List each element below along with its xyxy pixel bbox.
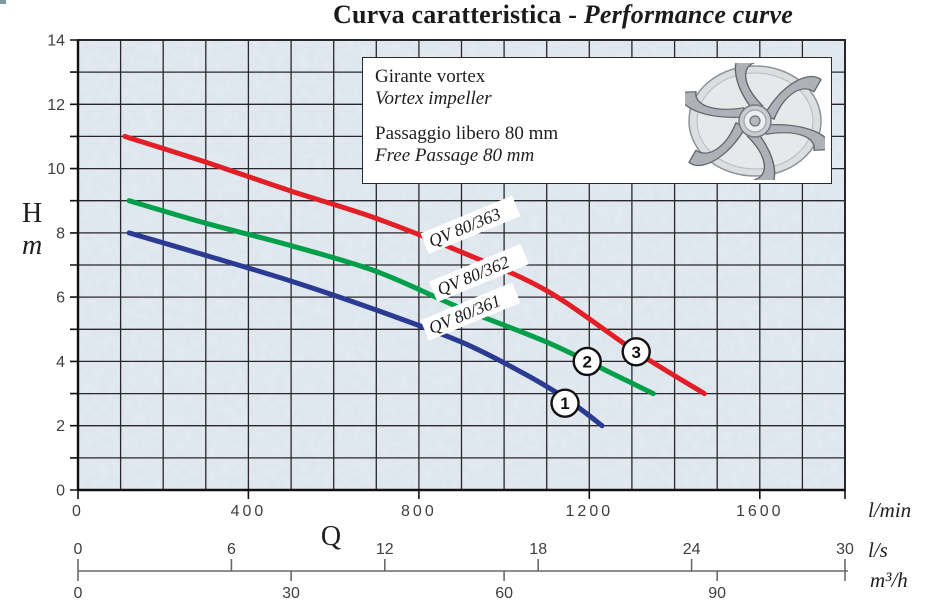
curve-label-chip (420, 282, 521, 341)
x-tick-label-ls: 6 (227, 541, 236, 558)
info-line-girante: Girante vortex (375, 66, 486, 87)
page-title-italic: Performance curve (583, 0, 793, 29)
point-marker-number-1: 1 (560, 394, 569, 413)
point-marker-circle-3 (621, 337, 651, 367)
x-tick-label-lmin: 400 (231, 503, 267, 520)
x-tick-label-m3h: 60 (495, 585, 513, 600)
x-tick-label-lmin: 0 (72, 503, 84, 520)
x-tick-label-ls: 12 (376, 541, 394, 558)
x-tick-label-lmin: 800 (401, 503, 437, 520)
point-marker-circle-1 (550, 388, 580, 418)
x-axis-label-Q: Q (321, 521, 341, 552)
x-unit-ls: l/s (868, 538, 888, 562)
info-line-free-passage: Free Passage 80 mm (375, 145, 535, 166)
corner-artifact (0, 0, 6, 4)
impeller-info-box: Girante vortex Vortex impeller Passaggio… (362, 57, 832, 184)
curve-label-chip (429, 243, 529, 303)
x-tick-label-m3h: 30 (282, 585, 300, 600)
info-line-passaggio: Passaggio libero 80 mm (375, 123, 559, 144)
y-axis-ticks (70, 39, 78, 491)
info-line-vortex-impeller: Vortex impeller (375, 88, 492, 109)
y-tick-label: 6 (56, 290, 65, 307)
x-tick-label-m3h: 0 (74, 585, 83, 600)
y-tick-label: 14 (47, 33, 65, 50)
y-tick-label: 4 (56, 354, 65, 371)
y-tick-label: 2 (56, 418, 65, 435)
vortex-impeller-image (685, 63, 825, 180)
y-tick-label: 10 (47, 161, 65, 178)
y-tick-label: 12 (47, 97, 65, 114)
x-unit-m3h: m³/h (870, 568, 908, 592)
info-text: Girante vortex Vortex impeller Passaggio… (375, 66, 558, 167)
page-title-regular: Curva caratteristica - (333, 0, 584, 29)
x-tick-label-m3h: 90 (708, 585, 726, 600)
point-marker-number-2: 2 (582, 352, 591, 371)
x-tick-label-lmin: 1600 (736, 503, 784, 520)
y-tick-label: 0 (56, 483, 65, 500)
x-tick-label-lmin: 1200 (566, 503, 614, 520)
page-title: Curva caratteristica - Performance curve (0, 0, 936, 30)
point-marker-number-3: 3 (631, 343, 640, 362)
impeller-blades (685, 63, 825, 180)
m3h-ticks (77, 571, 846, 581)
curve-label-chip (420, 195, 521, 254)
y-axis-unit-m: m (22, 230, 42, 261)
x-tick-label-ls: 24 (683, 541, 701, 558)
ls-ticks (77, 559, 846, 571)
x-tick-label-ls: 18 (529, 541, 547, 558)
x-tick-label-ls: 0 (74, 541, 83, 558)
y-tick-label: 8 (56, 225, 65, 242)
curve-QV-80-363 (122, 133, 707, 397)
y-axis-label-H: H (22, 198, 42, 229)
x-unit-lmin: l/min (868, 498, 911, 522)
x-axis-ticks (77, 490, 846, 499)
point-marker-circle-2 (572, 346, 602, 377)
x-tick-label-ls: 30 (836, 541, 854, 558)
